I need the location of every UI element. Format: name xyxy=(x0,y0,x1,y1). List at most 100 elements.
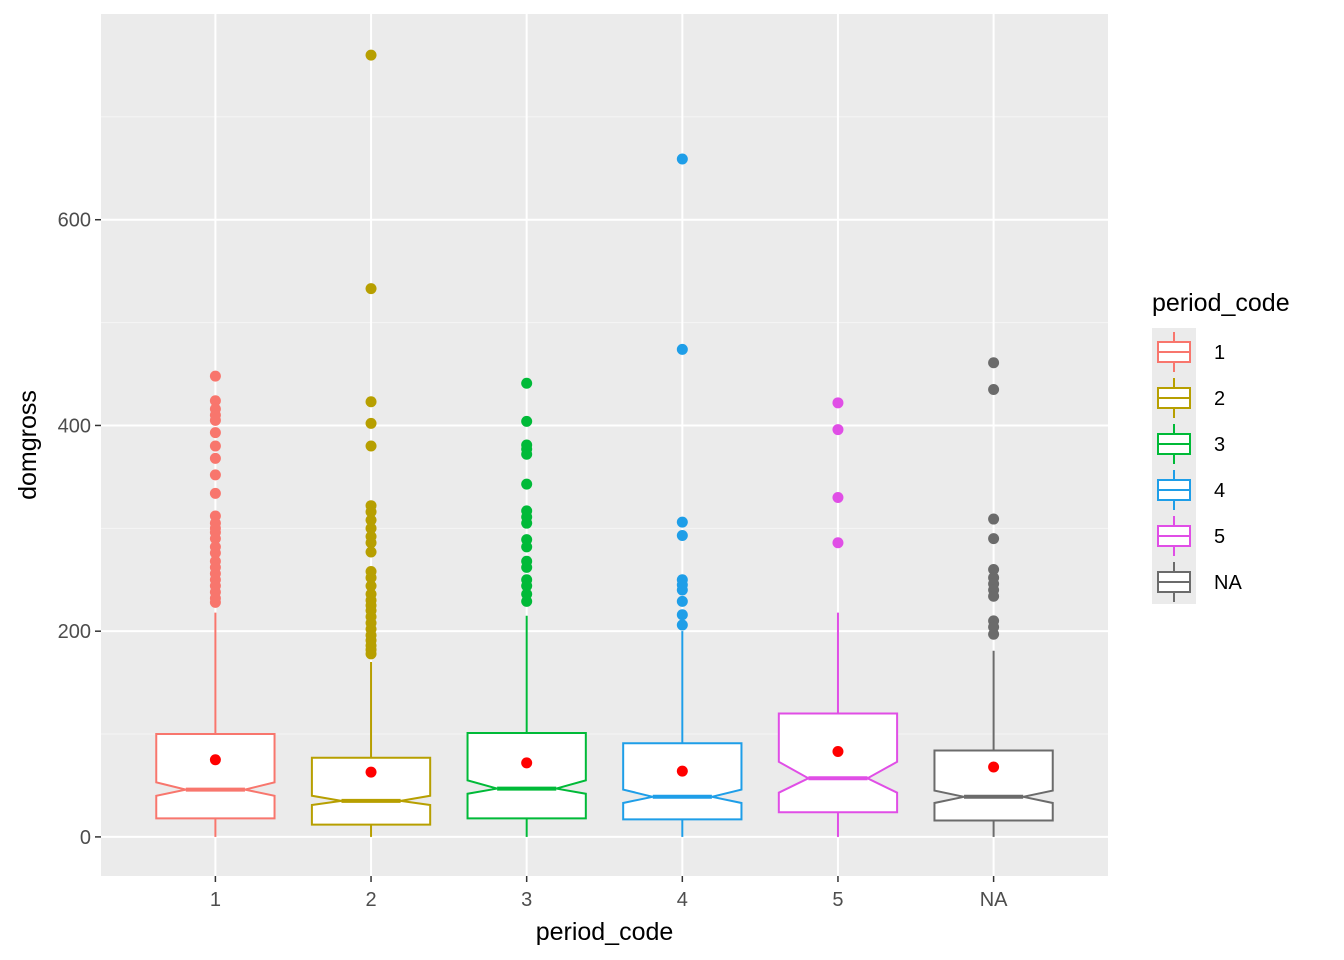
box-group-3 xyxy=(466,377,587,837)
legend-label: 5 xyxy=(1214,526,1225,548)
box-group-na xyxy=(933,357,1054,837)
legend-label: 3 xyxy=(1214,434,1225,456)
mean-point xyxy=(365,766,377,778)
x-tick-label: 5 xyxy=(832,889,843,911)
outlier-point xyxy=(365,417,377,429)
outlier-point xyxy=(676,530,688,542)
y-tick-label: 0 xyxy=(80,827,91,849)
x-tick-label: 1 xyxy=(210,889,221,911)
outlier-point xyxy=(521,415,533,427)
outlier-point xyxy=(209,533,221,545)
outlier-point xyxy=(832,491,844,503)
legend-label: 1 xyxy=(1214,342,1225,364)
outlier-point xyxy=(365,546,377,558)
outlier-point xyxy=(988,590,1000,602)
outlier-point xyxy=(365,514,377,526)
outlier-point xyxy=(209,487,221,499)
outlier-point xyxy=(988,533,1000,545)
outlier-point xyxy=(365,522,377,534)
legend-label: NA xyxy=(1214,572,1242,594)
outlier-point xyxy=(521,580,533,592)
box-group-1 xyxy=(155,370,276,837)
outlier-point xyxy=(365,580,377,592)
outlier-point xyxy=(209,596,221,608)
x-axis-title: period_code xyxy=(536,918,674,946)
notched-box xyxy=(310,756,432,826)
outlier-point xyxy=(676,343,688,355)
notched-box xyxy=(155,733,276,820)
outlier-point xyxy=(988,513,1000,525)
legend-item-3: 3 xyxy=(1157,424,1225,464)
legend-label: 2 xyxy=(1214,388,1225,410)
outlier-point xyxy=(365,49,377,61)
outlier-point xyxy=(676,609,688,621)
legend-item-2: 2 xyxy=(1157,378,1225,418)
y-tick-label: 200 xyxy=(58,621,91,643)
legend-item-na: NA xyxy=(1157,562,1242,602)
y-tick-label: 600 xyxy=(58,210,91,232)
outlier-point xyxy=(209,395,221,407)
outlier-point xyxy=(209,427,221,439)
outlier-point xyxy=(676,516,688,528)
x-tick-label: 3 xyxy=(521,889,532,911)
box-group-2 xyxy=(310,49,432,837)
y-axis-ticks: 0 200 400 600 xyxy=(58,210,101,849)
x-tick-label: NA xyxy=(980,889,1008,911)
outlier-point xyxy=(209,414,221,426)
legend-key-background xyxy=(1152,328,1196,604)
legend-item-5: 5 xyxy=(1157,516,1225,556)
boxes-layer xyxy=(155,49,1054,837)
outlier-point xyxy=(365,506,377,518)
notched-box xyxy=(466,732,587,820)
x-tick-label: 2 xyxy=(365,889,376,911)
mean-point xyxy=(209,754,221,766)
plot-panel xyxy=(101,14,1108,876)
mean-point xyxy=(988,761,1000,773)
legend-item-4: 4 xyxy=(1157,470,1225,510)
outlier-point xyxy=(521,478,533,490)
outlier-point xyxy=(209,469,221,481)
legend: period_code 1 2 3 4 5 NA xyxy=(1152,289,1290,604)
box-group-5 xyxy=(777,397,899,837)
outlier-point xyxy=(365,283,377,295)
outlier-point xyxy=(521,541,533,553)
legend-item-1: 1 xyxy=(1157,332,1225,372)
outlier-point xyxy=(209,440,221,452)
outlier-point xyxy=(521,448,533,460)
mean-point xyxy=(832,746,844,758)
outlier-point xyxy=(676,619,688,631)
box-group-4 xyxy=(622,153,743,837)
outlier-point xyxy=(676,584,688,596)
outlier-point xyxy=(988,357,1000,369)
notched-box xyxy=(622,742,743,821)
notched-box xyxy=(933,749,1054,822)
outlier-point xyxy=(365,440,377,452)
outlier-point xyxy=(832,537,844,549)
outlier-point xyxy=(988,383,1000,395)
outlier-point xyxy=(521,561,533,573)
outlier-point xyxy=(988,628,1000,640)
outlier-point xyxy=(365,396,377,408)
outlier-point xyxy=(209,370,221,382)
y-axis-title: domgross xyxy=(14,390,42,500)
legend-title: period_code xyxy=(1152,289,1290,317)
notched-box xyxy=(777,712,899,814)
y-tick-label: 400 xyxy=(58,415,91,437)
outlier-point xyxy=(832,424,844,436)
x-axis-ticks: 1 2 3 4 5 NA xyxy=(210,876,1008,911)
outlier-point xyxy=(365,648,377,660)
outlier-point xyxy=(521,595,533,607)
mean-point xyxy=(521,757,533,769)
outlier-point xyxy=(209,547,221,559)
outlier-point xyxy=(365,572,377,584)
outlier-point xyxy=(988,563,1000,575)
outlier-point xyxy=(676,595,688,607)
outlier-point xyxy=(676,153,688,165)
outlier-point xyxy=(365,537,377,549)
outlier-point xyxy=(521,377,533,389)
outlier-point xyxy=(209,452,221,464)
outlier-point xyxy=(521,517,533,529)
x-tick-label: 4 xyxy=(677,889,688,911)
outlier-point xyxy=(832,397,844,409)
